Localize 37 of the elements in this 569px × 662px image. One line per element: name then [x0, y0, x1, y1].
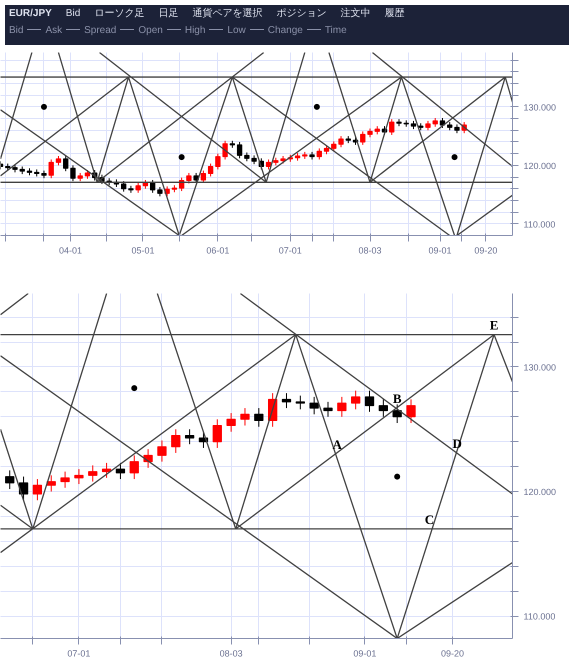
y-tick-label: 120.000: [524, 160, 556, 171]
text: 履歴: [384, 8, 404, 19]
y-tick-label: 110.000: [524, 219, 556, 230]
text: 通貨ペアを選択: [192, 8, 262, 19]
text: Spread: [84, 25, 116, 36]
text: ローソク足: [94, 8, 144, 19]
y-tick-label: 120.000: [524, 487, 556, 498]
y-tick-label: 130.000: [524, 102, 556, 112]
text: ポジション: [276, 8, 326, 19]
text: High: [184, 25, 206, 36]
text: Change: [268, 25, 303, 36]
x-tick-label: 07-01: [278, 246, 302, 256]
text: Open: [138, 25, 163, 36]
text: 日足: [158, 8, 178, 19]
x-tick-label: 08-03: [220, 648, 243, 658]
text: Bid: [66, 8, 80, 19]
y-tick-label: 130.000: [524, 362, 556, 372]
text: Time: [324, 25, 347, 36]
x-tick-label: 05-01: [131, 246, 155, 256]
x-tick-label: 04-01: [59, 246, 82, 256]
text: Ask: [45, 25, 62, 36]
y-tick-label: 110.000: [524, 612, 556, 622]
x-tick-label: 09-01: [353, 648, 376, 658]
chart-title: EUR/JPY: [9, 8, 52, 19]
x-tick-label: 08-03: [358, 246, 382, 256]
annotation: E: [490, 318, 498, 333]
annotation: A: [332, 437, 343, 452]
annotation: B: [392, 391, 402, 406]
text: Bid: [9, 25, 24, 36]
x-tick-label: 07-01: [67, 648, 90, 658]
x-tick-label: 09-20: [474, 246, 498, 256]
text: 注文中: [340, 8, 370, 19]
text: Low: [227, 25, 246, 36]
x-tick-label: 06-01: [206, 246, 230, 256]
x-tick-label: 09-20: [441, 648, 464, 658]
annotation: C: [424, 512, 434, 527]
x-tick-label: 09-01: [428, 246, 452, 256]
